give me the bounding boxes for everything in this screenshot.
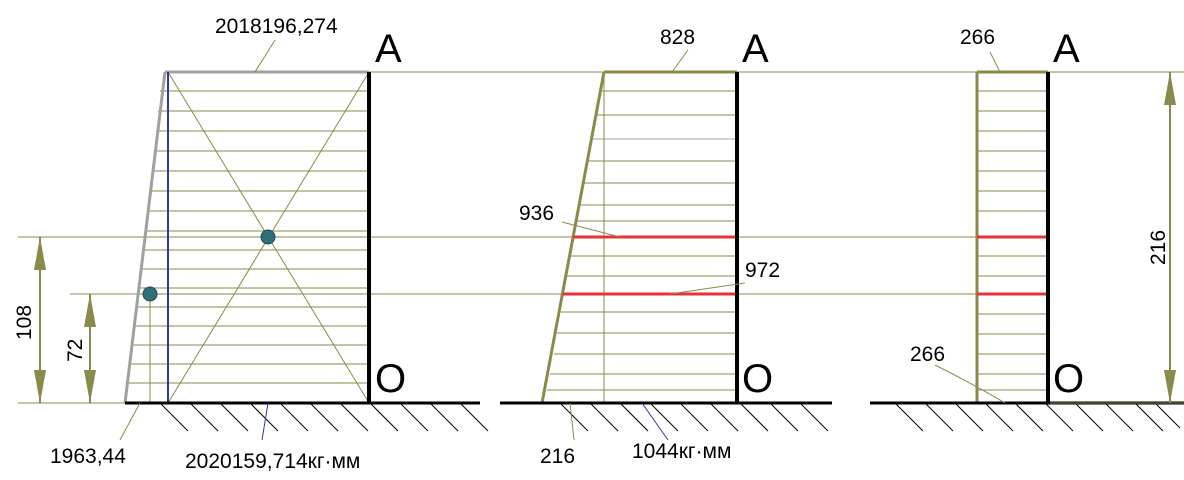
left-ground-hatch <box>159 402 489 432</box>
left-top-point-label: A <box>375 27 402 71</box>
right-top-label: 266 <box>960 26 995 49</box>
right-bottom-leader <box>934 364 1006 404</box>
middle-bottom-left-leader <box>569 402 575 441</box>
middle-top-leader <box>671 49 689 73</box>
left-bottom-right-label: 2020159,714кг·мм <box>185 450 360 473</box>
right-ground-hatch <box>894 402 1181 432</box>
dim-72 <box>84 294 96 403</box>
middle-972-label: 972 <box>745 259 780 282</box>
middle-top-point-label: A <box>742 27 769 71</box>
middle-bottom-left-label: 216 <box>540 445 575 468</box>
left-slanted-edge <box>123 71 167 404</box>
middle-bottom-right-label: 1044кг·мм <box>632 440 731 463</box>
right-top-point-label: A <box>1053 27 1080 71</box>
right-diagram: 266 A O 266 216 <box>870 26 1184 432</box>
middle-936-leader <box>561 221 621 238</box>
middle-top-label: 828 <box>660 26 695 49</box>
middle-bottom-point-label: O <box>742 357 773 401</box>
dim-108 <box>34 237 46 403</box>
right-bottom-point-label: O <box>1053 357 1084 401</box>
middle-972-leader <box>669 282 746 295</box>
right-hatch <box>977 90 1048 391</box>
left-centroid-dot <box>260 229 276 245</box>
left-diagram: 2018196,274 A O 1963,44 2020159,714кг·мм… <box>13 15 489 473</box>
left-bottom-left-label: 1963,44 <box>50 445 126 468</box>
left-top-label: 2018196,274 <box>215 15 338 38</box>
left-triangle-dot <box>142 286 158 302</box>
middle-bottom-right-leader <box>641 402 669 441</box>
dim-216 <box>1050 72 1184 404</box>
middle-936-label: 936 <box>519 202 554 225</box>
middle-diagram: 828 A O 936 972 216 1044кг·мм <box>500 26 832 468</box>
right-top-leader <box>989 51 1001 73</box>
right-bottom-label: 266 <box>910 343 945 366</box>
dim-216-label: 216 <box>1147 230 1170 265</box>
middle-ground-hatch <box>559 402 829 432</box>
left-bottom-right-leader <box>261 402 269 441</box>
dim-108-label: 108 <box>13 305 36 340</box>
left-bottom-point-label: O <box>375 357 406 401</box>
middle-hatch <box>547 90 737 391</box>
left-hatch <box>129 90 369 384</box>
dim-72-label: 72 <box>64 339 87 362</box>
left-bottom-left-leader <box>119 402 141 441</box>
left-top-leader <box>254 39 276 73</box>
